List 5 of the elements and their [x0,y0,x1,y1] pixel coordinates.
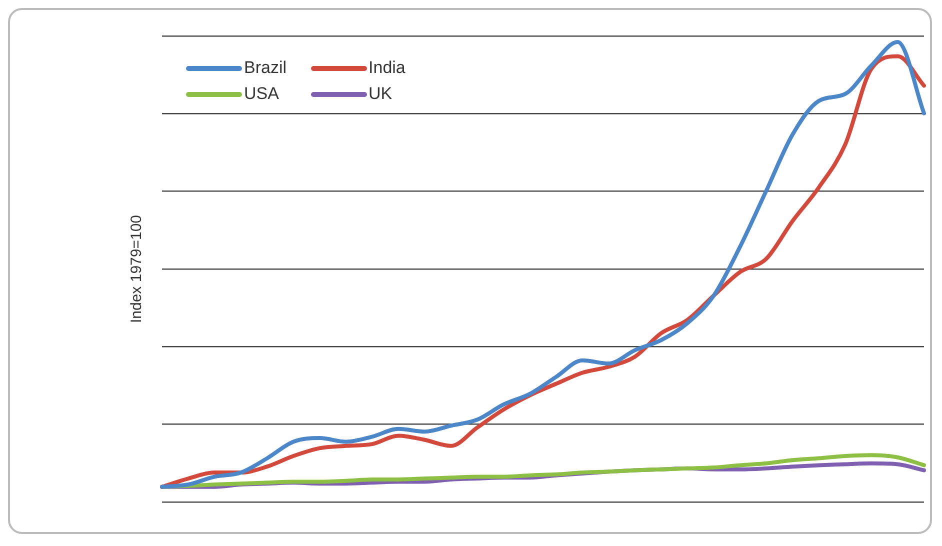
legend-label: Brazil [244,58,287,78]
y-axis-title: Index 1979=100 [128,214,146,324]
legend-label: India [368,58,406,78]
legend-label: USA [244,84,279,104]
legend-label: UK [368,84,392,104]
